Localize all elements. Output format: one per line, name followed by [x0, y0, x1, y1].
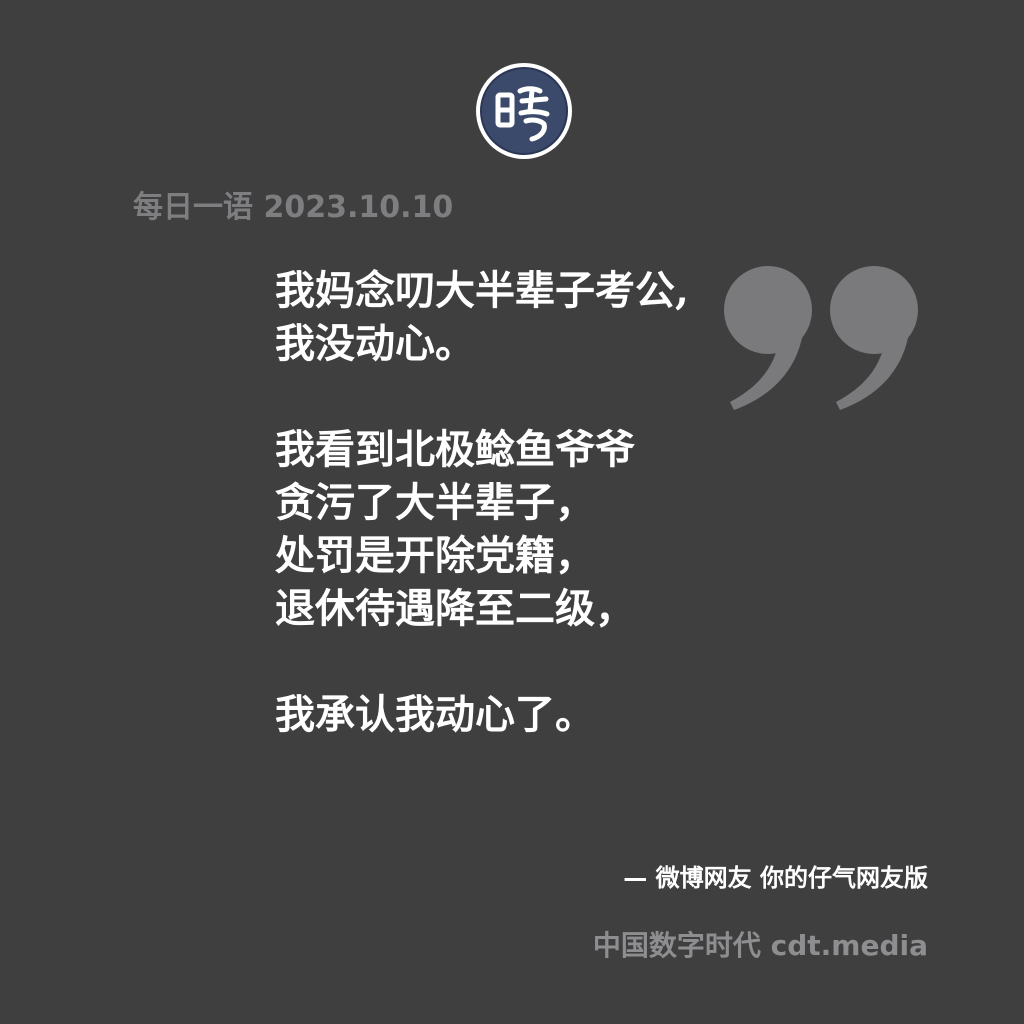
quote-stanza: 我妈念叨大半辈子考公, 我没动心。 — [275, 264, 795, 370]
quote-line: 我看到北极鲶鱼爷爷 — [275, 426, 635, 473]
quote-stanza: 我看到北极鲶鱼爷爷 贪污了大半辈子， 处罚是开除党籍， 退休待遇降至二级， — [275, 423, 795, 635]
quote-mark-icon — [724, 266, 918, 410]
quote-stanza: 我承认我动心了。 — [275, 688, 795, 741]
quote-line: 退休待遇降至二级， — [275, 585, 635, 632]
quote-author: — 微博网友 你的仔气网友版 — [623, 864, 928, 892]
quote-text: 我妈念叨大半辈子考公, 我没动心。 我看到北极鲶鱼爷爷 贪污了大半辈子， 处罚是… — [275, 264, 795, 741]
quote-line: 我妈念叨大半辈子考公, — [275, 267, 689, 314]
quote-line: 我承认我动心了。 — [275, 691, 595, 738]
brand-credit: 中国数字时代 cdt.media — [592, 929, 928, 962]
cdt-logo-icon — [476, 63, 572, 159]
date-line: 每日一语 2023.10.10 — [133, 190, 454, 225]
quote-line: 我没动心。 — [275, 320, 475, 367]
quote-line: 贪污了大半辈子， — [275, 479, 595, 526]
quote-line: 处罚是开除党籍， — [275, 532, 595, 579]
